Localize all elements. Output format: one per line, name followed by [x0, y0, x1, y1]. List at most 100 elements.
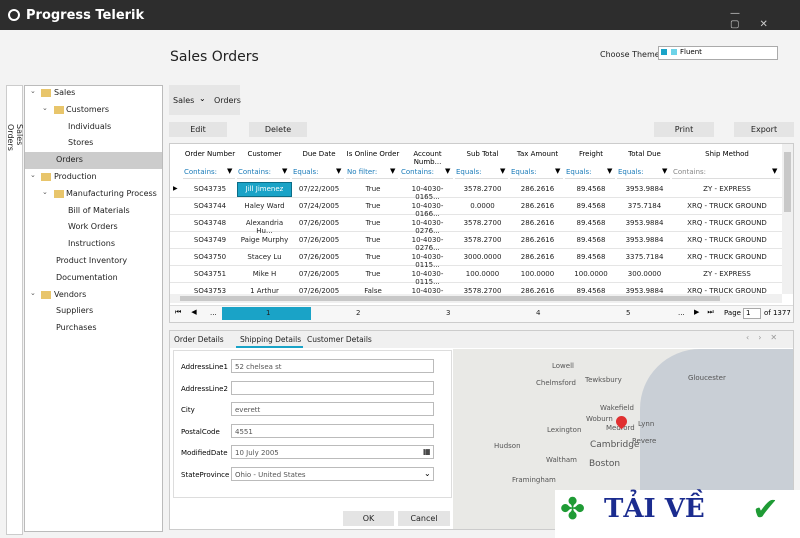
row-indicator: ▶: [173, 185, 178, 192]
tab[interactable]: Customer Details: [307, 335, 372, 344]
tree-item[interactable]: Bill of Materials: [68, 205, 130, 215]
crumb[interactable]: Orders: [214, 96, 241, 105]
column-header[interactable]: Account Numb...: [413, 150, 442, 166]
tree-item[interactable]: Work Orders: [68, 222, 118, 232]
tree-item[interactable]: Manufacturing Process: [66, 188, 157, 198]
filter-icon[interactable]: ▼: [662, 167, 668, 175]
tree-item[interactable]: Stores: [68, 138, 94, 148]
page-input[interactable]: 1: [743, 308, 761, 319]
column-header[interactable]: Sub Total: [466, 150, 499, 158]
pager-page[interactable]: 1: [266, 309, 271, 317]
field-input[interactable]: [231, 380, 434, 395]
filter-icon[interactable]: ▼: [555, 167, 561, 175]
pager-nav[interactable]: ▶⏭: [694, 308, 722, 316]
cell: ZY - EXPRESS: [703, 185, 751, 193]
filter-icon[interactable]: ▼: [282, 167, 288, 175]
column-header[interactable]: Customer: [247, 150, 282, 158]
dialog-button[interactable]: OK: [343, 511, 394, 526]
map-label: Lowell: [552, 362, 574, 370]
map-label: Hudson: [494, 442, 521, 450]
theme-combo[interactable]: [658, 46, 778, 60]
tree-item[interactable]: Suppliers: [56, 306, 94, 316]
cell: 07/26/2005: [298, 236, 340, 244]
toolbar-button[interactable]: Delete: [249, 122, 307, 137]
cell: 286.2616: [520, 202, 555, 210]
window-controls[interactable]: —▢✕: [730, 8, 788, 30]
expander[interactable]: ⌄: [30, 288, 36, 297]
side-tab[interactable]: Sales Orders: [6, 124, 24, 151]
field-input[interactable]: everett: [231, 402, 434, 416]
field-input[interactable]: 10 July 2005: [231, 445, 434, 459]
row[interactable]: [170, 232, 782, 249]
crumb[interactable]: Sales: [173, 96, 195, 105]
filter-icon[interactable]: ▼: [772, 167, 778, 175]
expander[interactable]: ⌄: [42, 187, 48, 196]
tree-item[interactable]: Documentation: [56, 272, 118, 282]
dialog-button[interactable]: Cancel: [398, 511, 450, 526]
cell: True: [365, 253, 381, 261]
row[interactable]: [170, 198, 782, 215]
column-header[interactable]: Due Date: [302, 150, 336, 158]
page-title: Sales Orders: [170, 49, 259, 65]
cell: 10-4030-0276...: [411, 219, 444, 235]
row[interactable]: [170, 249, 782, 266]
tree-item[interactable]: Customers: [66, 104, 110, 114]
tab[interactable]: Shipping Details: [240, 335, 302, 344]
tab-nav[interactable]: ‹›✕: [746, 333, 787, 342]
filter-icon[interactable]: ▼: [227, 167, 233, 175]
filter-icon[interactable]: ▼: [390, 167, 396, 175]
field-input[interactable]: 4551: [231, 423, 434, 438]
row[interactable]: [170, 266, 782, 283]
combo-arrow[interactable]: ⌄: [424, 468, 431, 478]
field-label: StateProvince: [181, 470, 230, 479]
folder-icon: [54, 105, 64, 114]
row[interactable]: [170, 181, 782, 198]
pager-page[interactable]: 4: [536, 309, 541, 317]
breadcrumb: [169, 85, 240, 115]
expander[interactable]: ⌄: [42, 103, 48, 112]
column-header[interactable]: Freight: [578, 150, 604, 158]
filter-label: Contains:: [184, 168, 218, 176]
filter-label: Equals:: [293, 168, 319, 176]
column-header[interactable]: Is Online Order: [346, 150, 400, 158]
filter-icon[interactable]: ▼: [445, 167, 451, 175]
pager-nav[interactable]: ⏮◀: [175, 308, 207, 316]
filter-icon[interactable]: ▼: [336, 167, 342, 175]
pager-page[interactable]: 5: [626, 309, 631, 317]
field-input[interactable]: Ohio - United States: [231, 466, 434, 481]
cell: 0.0000: [470, 202, 495, 210]
field-input[interactable]: 52 chelsea st: [231, 359, 434, 373]
crumb-arrow[interactable]: ⌄: [199, 94, 206, 103]
tree-item[interactable]: Individuals: [68, 121, 112, 131]
tab[interactable]: Order Details: [174, 335, 224, 344]
tree-item[interactable]: Sales: [54, 88, 76, 97]
toolbar-button[interactable]: Export: [734, 122, 794, 137]
row[interactable]: [170, 215, 782, 232]
toolbar-button[interactable]: Print: [654, 122, 714, 137]
tree-item[interactable]: Vendors: [54, 289, 87, 299]
pager-page[interactable]: 2: [356, 309, 361, 317]
cell: 375.7184: [627, 202, 662, 210]
tree-item[interactable]: Instructions: [68, 239, 115, 249]
filter-icon[interactable]: ▼: [500, 167, 506, 175]
expander[interactable]: ⌄: [30, 87, 36, 95]
expander[interactable]: ⌄: [30, 171, 36, 179]
tree-item[interactable]: Purchases: [56, 323, 97, 333]
pager-page[interactable]: 3: [446, 309, 451, 317]
calendar-icon[interactable]: ▦: [423, 447, 431, 456]
filter-label: Equals:: [511, 168, 537, 176]
cell: Jill Jimenez: [245, 185, 284, 193]
pager-ellipsis[interactable]: ...: [210, 309, 217, 317]
column-header[interactable]: Total Due: [628, 150, 661, 158]
tree-item[interactable]: Production: [54, 172, 97, 181]
column-header[interactable]: Tax Amount: [516, 150, 559, 158]
filter-icon[interactable]: ▼: [607, 167, 613, 175]
filter-cell: [237, 166, 290, 179]
cell: Stacey Lu: [247, 253, 282, 261]
column-header[interactable]: Ship Method: [705, 150, 749, 158]
tree-item[interactable]: Product Inventory: [56, 256, 128, 265]
toolbar-button[interactable]: Edit: [169, 122, 227, 137]
column-header[interactable]: Order Number: [184, 150, 236, 158]
tree-item[interactable]: Orders: [56, 155, 83, 165]
pager-ellipsis[interactable]: ...: [678, 309, 685, 317]
